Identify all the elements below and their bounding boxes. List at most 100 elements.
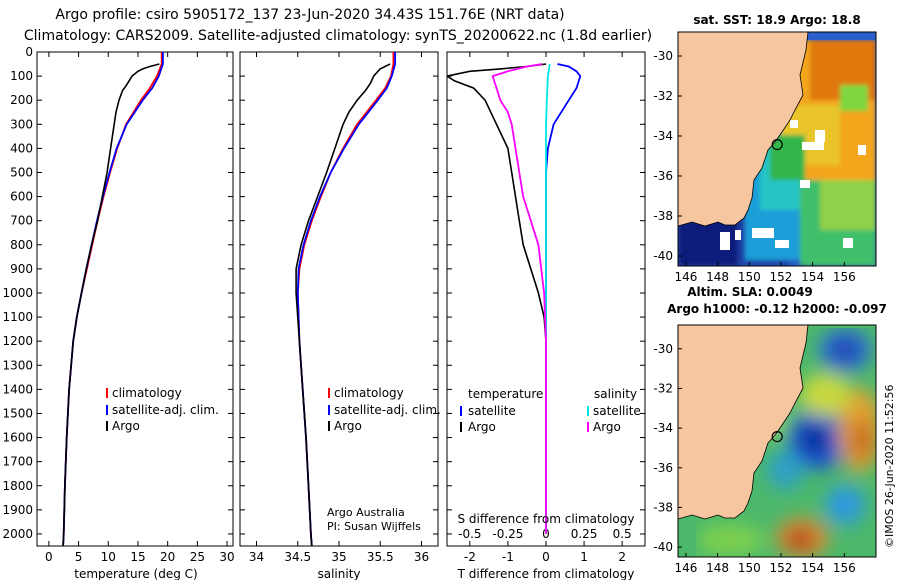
sal-legend-argo-swatch <box>328 421 330 431</box>
temperature-axes <box>36 51 234 547</box>
temperature-panel: 0100200300400500600700800900100011001200… <box>2 45 234 580</box>
sla-map-panel: Altim. SLA: 0.0049 Argo h1000: -0.12 h20… <box>653 285 886 575</box>
longitude-tick-label: 148 <box>706 270 729 284</box>
diff-legend-s-argo-swatch <box>587 422 589 432</box>
temperature-xlabel: temperature (deg C) <box>74 567 197 580</box>
latitude-tick-label: -40 <box>653 540 673 554</box>
sst-green-coast <box>770 135 805 180</box>
sst-land <box>678 32 809 227</box>
longitude-tick-label: 148 <box>706 561 729 575</box>
s-diff-tick-label: 0.5 <box>613 527 632 541</box>
salinity-xtick-label: 35 <box>331 550 346 564</box>
latitude-tick-label: -38 <box>653 209 673 223</box>
longitude-tick-label: 150 <box>738 561 761 575</box>
pressure-tick-label: 500 <box>10 165 33 179</box>
latitude-tick-label: -40 <box>653 249 673 263</box>
legend-argo-swatch <box>106 421 108 431</box>
longitude-tick-label: 154 <box>801 561 824 575</box>
s-diff-tick-label: -0.5 <box>458 527 481 541</box>
sal-legend-argo: Argo <box>334 419 362 433</box>
sla-low-west <box>767 450 803 490</box>
sal-legend-climatology: climatology <box>334 386 404 400</box>
sla-yellow-band <box>799 373 851 417</box>
difference-xtick-label: 1 <box>580 550 588 564</box>
difference-panel: -2 -1 0 1 2 -0.5 -0.25 0 0.25 0.5 T difference f… <box>446 51 646 580</box>
latitude-tick-label: -34 <box>653 129 673 143</box>
sla-low-center-core <box>800 425 830 455</box>
temperature-xtick-label: 10 <box>101 550 116 564</box>
pressure-tick-label: 1400 <box>2 382 33 396</box>
pressure-tick-label: 1100 <box>2 310 33 324</box>
sla-map-subtitle: Argo h1000: -0.12 h2000: -0.097 <box>667 302 887 316</box>
pressure-tick-label: 100 <box>10 69 33 83</box>
diff-legend-temperature: temperature <box>468 387 543 401</box>
imos-credit: ©IMOS 26-Jun-2020 11:52:56 <box>883 384 896 548</box>
salinity-xlabel: salinity <box>317 567 360 580</box>
diff-legend-salinity: salinity <box>594 387 637 401</box>
sla-low-ne-core <box>833 340 857 360</box>
difference-xtick-label: 2 <box>618 550 626 564</box>
longitude-tick-label: 146 <box>674 561 697 575</box>
salinity-xtick-label: 34 <box>249 550 264 564</box>
diff-legend-s-satellite: satellite <box>593 404 641 418</box>
sst-map-panel: sat. SST: 18.9 Argo: 18.8 <box>653 13 877 284</box>
pressure-tick-label: 1000 <box>2 286 33 300</box>
sla-low-south <box>825 485 865 525</box>
longitude-tick-label: 154 <box>801 270 824 284</box>
diff-legend-s-argo: Argo <box>593 420 621 434</box>
credit-pi: PI: Susan Wijffels <box>327 520 421 533</box>
pressure-tick-label: 1200 <box>2 334 33 348</box>
latitude-tick-label: -36 <box>653 461 673 475</box>
difference-legend: temperature satellite Argo salinity sate… <box>460 387 641 434</box>
sal-legend-climatology-swatch <box>328 388 330 398</box>
latitude-tick-label: -32 <box>653 381 673 395</box>
credit-argo-australia: Argo Australia <box>327 506 405 519</box>
pressure-tick-label: 1900 <box>2 503 33 517</box>
diff-legend-t-satellite-swatch <box>460 406 462 416</box>
latitude-tick-label: -34 <box>653 421 673 435</box>
pressure-tick-label: 1300 <box>2 358 33 372</box>
temperature-xtick-label: 25 <box>190 550 205 564</box>
longitude-tick-label: 150 <box>738 270 761 284</box>
difference-xtick-label: -1 <box>502 550 514 564</box>
sla-land <box>678 325 809 520</box>
pressure-tick-label: 900 <box>10 262 33 276</box>
difference-series-salinity-argo <box>491 63 547 534</box>
pressure-tick-label: 0 <box>25 45 33 59</box>
legend-climatology: climatology <box>112 386 182 400</box>
sst-profile-marker <box>771 139 783 151</box>
salinity-xtick-label: 34.5 <box>284 550 311 564</box>
sla-map-frame <box>677 324 877 558</box>
salinity-panel: 34 34.5 35 35.5 36 salinity climatology sate… <box>239 51 441 580</box>
diff-legend-s-satellite-swatch <box>587 406 589 416</box>
title-line1: Argo profile: csiro 5905172_137 23-Jun-2… <box>55 7 564 23</box>
diff-legend-t-argo-swatch <box>460 422 462 432</box>
longitude-tick-label: 152 <box>770 270 793 284</box>
diff-legend-t-argo: Argo <box>468 420 496 434</box>
pressure-tick-label: 1600 <box>2 431 33 445</box>
salinity-series-argo <box>295 63 391 546</box>
temperature-xtick-label: 5 <box>75 550 83 564</box>
difference-xtick-label: 0 <box>542 550 550 564</box>
pressure-tick-label: 300 <box>10 117 33 131</box>
sst-map-title: sat. SST: 18.9 Argo: 18.8 <box>693 13 860 27</box>
longitude-tick-label: 152 <box>770 561 793 575</box>
sla-profile-marker <box>771 431 783 443</box>
latitude-tick-label: -38 <box>653 500 673 514</box>
sla-high-south-core <box>787 530 813 550</box>
pressure-tick-label: 200 <box>10 93 33 107</box>
legend-argo: Argo <box>112 419 140 433</box>
temperature-xtick-label: 15 <box>130 550 145 564</box>
pressure-tick-label: 700 <box>10 214 33 228</box>
latitude-tick-label: -32 <box>653 89 673 103</box>
pressure-tick-label: 400 <box>10 141 33 155</box>
pressure-tick-label: 600 <box>10 190 33 204</box>
sla-map-title: Altim. SLA: 0.0049 <box>687 285 813 299</box>
difference-xlabel: T difference from climatology <box>457 567 635 580</box>
difference-x2label: S difference from climatology <box>458 512 635 526</box>
sal-legend-satellite: satellite-adj. clim. <box>334 403 441 417</box>
sst-cloud-mask <box>720 120 866 250</box>
pressure-tick-label: 1800 <box>2 479 33 493</box>
s-diff-tick-label: -0.25 <box>492 527 523 541</box>
